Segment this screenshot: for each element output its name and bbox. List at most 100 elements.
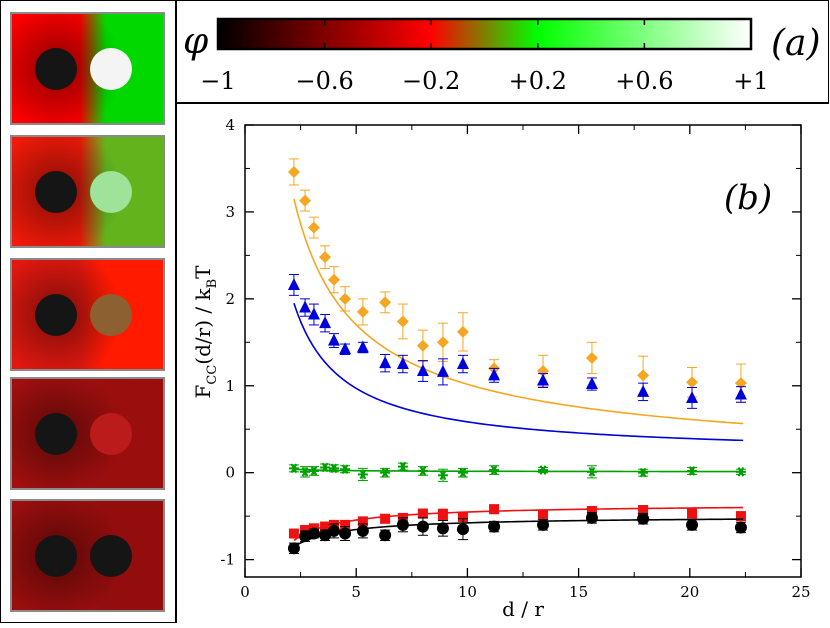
series-orange [287, 158, 747, 425]
data-point-triangle [436, 364, 449, 377]
data-point-circle [456, 523, 469, 536]
fit-curve-green [293, 468, 744, 473]
data-point-circle [319, 529, 332, 542]
data-point-diamond [416, 339, 429, 352]
data-point-square [288, 528, 299, 539]
colorbar-svg: φ −1 −0.6 −0.2 +0.2 +0.6 +1 (a) [183, 17, 821, 95]
data-point-triangle [734, 387, 747, 400]
colorbar-tick-label: −1 [200, 67, 235, 95]
data-point-square [340, 519, 351, 530]
colorbar-tick-label: +1 [733, 67, 768, 95]
data-point-triangle [416, 363, 429, 376]
data-point-square [380, 513, 391, 524]
data-point-star [308, 466, 319, 476]
colorbar-tick-label: −0.2 [402, 67, 460, 95]
data-point-circle [396, 518, 409, 531]
fit-curve-black [293, 518, 744, 548]
right-colloid [90, 413, 132, 455]
data-point-star [457, 467, 468, 478]
y-tick-label: 3 [225, 203, 235, 221]
right-colloid [90, 171, 132, 213]
data-point-square [586, 505, 597, 516]
data-point-circle [379, 529, 392, 542]
data-point-star [328, 463, 339, 474]
data-point-diamond [436, 336, 449, 349]
simulation-panel-3 [10, 258, 165, 371]
colorbar-gradient [216, 17, 753, 51]
x-axis-label: d / r [502, 597, 544, 621]
data-point-circle [537, 518, 550, 531]
data-point-triangle [456, 357, 469, 370]
data-point-diamond [379, 296, 392, 309]
data-point-circle [356, 524, 369, 537]
data-point-triangle [327, 333, 340, 346]
data-point-diamond [287, 165, 300, 178]
data-point-circle [339, 527, 352, 540]
data-point-star [638, 467, 649, 478]
colorbar-tick-label: −0.6 [295, 67, 353, 95]
panel-label-b: (b) [724, 178, 772, 218]
y-tick-label: 4 [225, 116, 235, 134]
x-tick-label: 0 [240, 583, 250, 601]
y-tick-label: 0 [225, 464, 235, 482]
data-point-triangle [356, 340, 369, 353]
data-point-star [538, 465, 549, 475]
simulation-panel-2 [10, 135, 165, 248]
data-point-star [357, 469, 368, 480]
data-point-square [687, 508, 698, 519]
data-point-triangle [686, 390, 699, 403]
data-point-square [437, 509, 448, 520]
data-point-triangle [287, 277, 300, 290]
data-point-circle [734, 521, 747, 534]
colorbar-ticks: −1 −0.6 −0.2 +0.2 +0.6 +1 [200, 19, 769, 95]
data-point-diamond [299, 194, 312, 207]
data-point-diamond [319, 251, 332, 264]
data-point-square [638, 505, 649, 516]
data-point-triangle [396, 357, 409, 370]
data-point-square [457, 512, 468, 523]
data-point-star [687, 466, 698, 476]
data-point-star [586, 466, 597, 477]
data-point-square [357, 516, 368, 527]
data-point-circle [287, 542, 300, 555]
simulation-panel-4 [10, 377, 165, 490]
data-point-diamond [327, 273, 340, 286]
simulation-panel-5 [10, 499, 165, 612]
panel-label-a: (a) [771, 23, 821, 64]
data-point-circle [488, 520, 501, 533]
colorbar-tick-label: +0.2 [509, 67, 567, 95]
data-point-circle [637, 512, 650, 525]
simulation-panel-1 [10, 12, 165, 125]
data-point-star [380, 467, 391, 478]
data-point-square [417, 508, 428, 519]
y-tick-label: 2 [225, 290, 235, 308]
data-point-star [735, 466, 746, 477]
simulation-panels [0, 0, 176, 623]
data-point-star [300, 466, 311, 477]
data-point-triangle [339, 342, 352, 355]
data-point-circle [686, 518, 699, 531]
data-point-triangle [379, 356, 392, 369]
data-point-circle [585, 511, 598, 524]
plot-frame [244, 124, 802, 578]
colorbar-tick-label: +0.6 [615, 67, 673, 95]
y-tick-label: 1 [225, 377, 235, 395]
right-colloid [90, 535, 132, 577]
data-point-star [489, 465, 500, 475]
data-point-triangle [307, 307, 320, 320]
data-point-circle [307, 527, 320, 540]
x-tick-label: 5 [351, 583, 361, 601]
series-green [288, 461, 746, 482]
chart-svg: 0 5 10 15 20 25 -1 0 1 2 3 4 (b) d / r FCC(d/r) / k… [191, 116, 811, 621]
data-point-square [538, 509, 549, 520]
data-point-circle [436, 522, 449, 535]
chart-panel: 0 5 10 15 20 25 -1 0 1 2 3 4 (b) d / r FCC(d/r) / k… [176, 103, 829, 623]
colorbar-panel: φ −1 −0.6 −0.2 +0.2 +0.6 +1 (a) [176, 0, 829, 103]
data-point-circle [416, 520, 429, 533]
data-point-triangle [537, 373, 550, 386]
data-point-square [300, 525, 311, 536]
x-tick-label: 15 [569, 583, 588, 601]
data-point-triangle [299, 300, 312, 313]
fit-curve-blue [293, 302, 744, 442]
y-axis-label: FCC(d/r) / kBT [191, 265, 220, 399]
